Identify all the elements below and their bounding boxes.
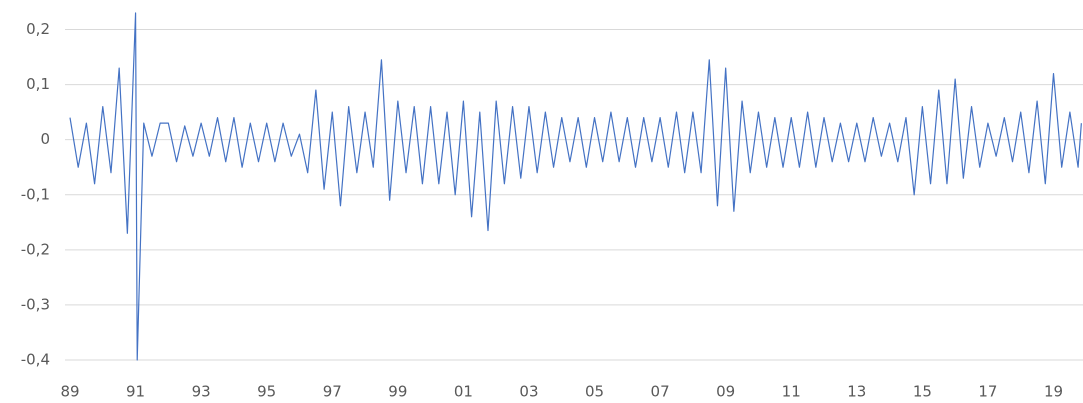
- x-tick-label: 19: [1044, 383, 1063, 401]
- x-tick-label: 91: [126, 383, 145, 401]
- x-tick-label: 17: [978, 383, 997, 401]
- x-tick-label: 07: [651, 383, 670, 401]
- y-tick-label: -0,2: [21, 240, 50, 258]
- y-tick-label: 0: [40, 130, 50, 148]
- x-tick-label: 93: [192, 383, 211, 401]
- x-tick-label: 05: [585, 383, 604, 401]
- y-tick-label: 0,1: [26, 75, 50, 93]
- y-tick-label: -0,1: [21, 185, 50, 203]
- x-tick-label: 11: [782, 383, 801, 401]
- x-tick-label: 13: [847, 383, 866, 401]
- x-tick-label: 03: [519, 383, 538, 401]
- series-line: [69, 12, 1082, 361]
- x-tick-label: 89: [60, 383, 79, 401]
- y-tick-label: -0,3: [21, 295, 50, 313]
- y-tick-label: 0,2: [26, 20, 50, 38]
- y-tick-label: -0,4: [21, 351, 50, 369]
- x-tick-label: 01: [454, 383, 473, 401]
- x-tick-label: 15: [913, 383, 932, 401]
- x-tick-label: 09: [716, 383, 735, 401]
- x-tick-label: 99: [388, 383, 407, 401]
- x-tick-label: 97: [323, 383, 342, 401]
- x-tick-label: 95: [257, 383, 276, 401]
